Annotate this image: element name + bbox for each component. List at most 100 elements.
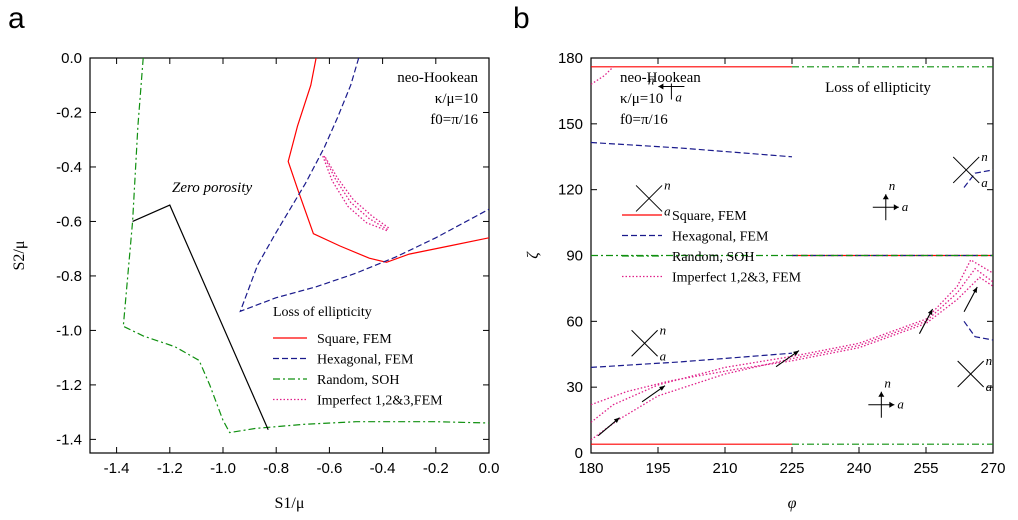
zero-porosity-label: Zero porosity [172, 180, 252, 196]
y-tick-label: 150 [558, 116, 583, 133]
series-imperfect-line [591, 267, 993, 441]
series-random-line [122, 58, 489, 434]
marker-a-label: a [981, 175, 988, 190]
annotation-f0: f0=π/16 [430, 112, 478, 128]
y-tick-label: -1.2 [56, 377, 82, 394]
marker-line [635, 185, 663, 212]
marker-a-label: a [660, 348, 667, 363]
panel-b-chart: 180 195 210 225 240 255 270 0 30 60 90 120 150 180 φ ζ n… [525, 50, 1006, 512]
marker-a-label: a [664, 203, 671, 218]
legend-title: Loss of ellipticity [273, 305, 372, 320]
series-imperfect-line [323, 155, 389, 231]
marker-arrowhead [893, 204, 899, 211]
series-imperfect-line [591, 276, 993, 406]
x-tick-label: 210 [712, 460, 737, 477]
marker-a-label: a [986, 379, 993, 394]
y-tick-label: 0 [575, 445, 583, 462]
x-tick-label: 270 [980, 460, 1005, 477]
marker-line [631, 329, 658, 357]
direction-arrow-head [659, 385, 666, 391]
orientation-marker-x: na [631, 322, 667, 363]
legend-label-hexagonal: Hexagonal, FEM [317, 353, 414, 368]
annotation-material: neo-Hookean [397, 70, 478, 86]
marker-n-label: n [986, 353, 993, 368]
marker-n-label: n [889, 178, 896, 193]
series-zero-line [132, 204, 269, 431]
y-tick-label: 30 [566, 379, 583, 396]
y-tick-label: 90 [566, 248, 583, 265]
orientation-marker-plus: na [868, 376, 904, 418]
x-axis-label: S1/μ [275, 495, 305, 512]
series-hexagonal-line [591, 141, 793, 158]
marker-arrowhead [658, 83, 664, 90]
panel-a-chart: -1.4 -1.2 -1.0 -0.8 -0.6 -0.4 -0.2 0.0 0.0 -0.2 -0… [11, 50, 499, 512]
direction-arrow [963, 286, 978, 313]
x-tick-label: 180 [578, 460, 603, 477]
direction-arrow [641, 385, 666, 403]
y-axis-label: S2/μ [11, 241, 28, 271]
direction-arrow [597, 417, 620, 437]
y-tick-label: -0.6 [56, 213, 82, 230]
orientation-marker-x: na [952, 149, 988, 190]
series-imperfect-line [591, 66, 614, 85]
series-square-line [287, 58, 489, 263]
marker-arrowhead [889, 401, 895, 408]
legend-label-square: Square, FEM [672, 209, 747, 224]
y-tick-label: -0.8 [56, 268, 82, 285]
legend-label-random: Random, SOH [672, 250, 754, 265]
annotation-material: neo-Hookean [620, 70, 701, 86]
x-tick-label: -0.2 [423, 460, 449, 477]
annotation-f0: f0=π/16 [620, 112, 668, 128]
y-tick-label: 120 [558, 182, 583, 199]
marker-n-label: n [664, 177, 671, 192]
marker-n-label: n [884, 376, 891, 391]
legend-label-square: Square, FEM [317, 332, 392, 347]
legend-label-imperfect: Imperfect 1,2&3, FEM [672, 271, 802, 286]
marker-line [957, 360, 985, 388]
marker-n-label: n [648, 73, 655, 88]
orientation-marker-leftarrow: na [648, 73, 685, 105]
y-tick-label: -1.0 [56, 322, 82, 339]
y-tick-label: -0.2 [56, 104, 82, 121]
x-tick-label: -1.0 [210, 460, 236, 477]
x-tick-label: 225 [779, 460, 804, 477]
direction-arrow-head [613, 417, 620, 424]
series-imperfect-line [324, 157, 390, 229]
direction-arrow-head [793, 350, 800, 356]
y-axis-label: ζ [525, 251, 542, 259]
series-imperfect-line [591, 258, 993, 423]
orientation-marker-x: na [957, 353, 993, 394]
marker-n-label: n [981, 149, 988, 164]
marker-a-label: a [897, 397, 904, 412]
direction-arrow-head [927, 308, 933, 315]
x-tick-label: 0.0 [479, 460, 500, 477]
legend-label-hexagonal: Hexagonal, FEM [672, 230, 769, 245]
marker-n-label: n [660, 322, 667, 337]
direction-arrow [775, 350, 800, 368]
x-tick-label: -0.8 [263, 460, 289, 477]
x-tick-label: -0.4 [370, 460, 396, 477]
y-tick-label: 60 [566, 313, 583, 330]
legend-label-random: Random, SOH [317, 373, 399, 388]
orientation-marker-plus: na [872, 178, 909, 221]
series-hexagonal-line [591, 352, 793, 368]
y-tick-label: -0.4 [56, 159, 82, 176]
y-tick-label: 0.0 [61, 50, 82, 67]
x-tick-label: -1.2 [157, 460, 183, 477]
direction-arrow [918, 308, 934, 334]
y-tick-label: -1.4 [56, 431, 82, 448]
x-tick-label: 240 [846, 460, 871, 477]
x-tick-label: 255 [913, 460, 938, 477]
marker-arrowhead [882, 194, 889, 200]
series-hexagonal-line [963, 169, 993, 188]
x-tick-label: -1.4 [104, 460, 130, 477]
marker-a-label: a [902, 199, 909, 214]
marker-arrowhead [878, 391, 885, 397]
annotation-kappa: κ/μ=10 [620, 91, 663, 107]
series-hexagonal-line [239, 58, 489, 313]
x-tick-label: -0.6 [316, 460, 342, 477]
plot-frame [89, 57, 490, 454]
series-hexagonal-line [963, 320, 993, 341]
marker-line [952, 156, 980, 184]
